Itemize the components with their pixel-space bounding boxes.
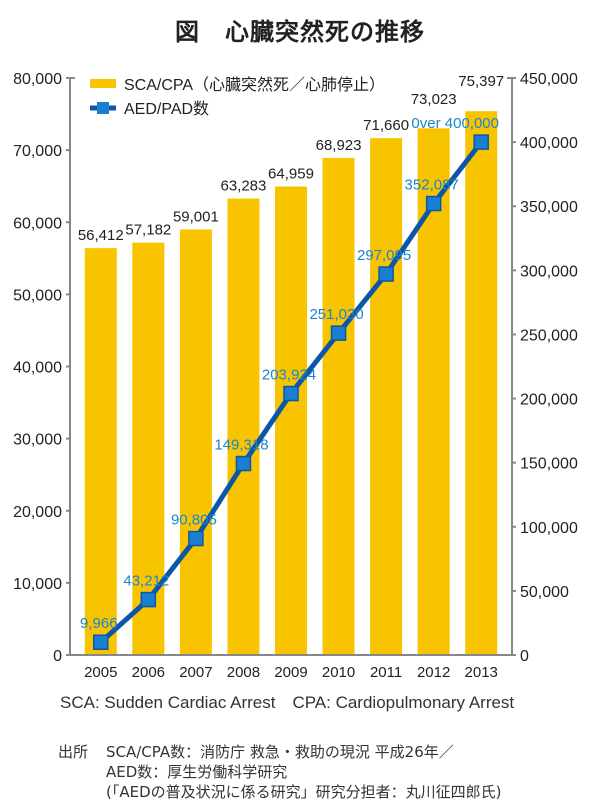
chart-title: 図 心臓突然死の推移 [175,18,425,46]
aed-label: 149,318 [214,437,268,454]
bar-label: 75,397 [458,73,504,90]
source-note: 出所 SCA/CPA数：消防庁 救急・救助の現況 平成26年／ AED数：厚生労… [58,742,502,802]
bar-label: 57,182 [125,222,171,239]
aed-marker-2013 [473,134,489,150]
aed-marker-2005 [93,634,109,650]
aed-label: 9,966 [80,615,118,632]
bar-2007 [179,229,212,655]
left-tick-label: 60,000 [13,215,62,232]
right-tick-label: 100,000 [520,520,578,537]
x-tick-label: 2007 [179,664,212,681]
right-tick-label: 50,000 [520,584,569,601]
aed-marker-2007 [188,530,204,547]
bar-label: 64,959 [268,165,314,182]
bar-label: 71,660 [363,117,409,134]
x-tick-label: 2011 [370,664,402,681]
bar-label: 59,001 [173,208,219,225]
left-tick-label: 10,000 [13,576,62,593]
right-tick-label: 350,000 [520,199,578,216]
right-tick-label: 450,000 [520,71,578,88]
bar-2005 [84,248,117,655]
aed-marker-2009 [283,385,299,402]
aed-label: 43,212 [123,573,169,590]
right-tick-label: 0 [520,648,529,665]
legend-label-sca: SCA/CPA（心臓突然死／心肺停止） [124,76,385,94]
bar-label: 63,283 [220,178,266,195]
aed-label: 251,030 [309,306,363,323]
right-tick-label: 200,000 [520,392,578,409]
abbreviation-note: SCA: Sudden Cardiac Arrest CPA: Cardiopu… [60,693,515,712]
x-tick-label: 2008 [227,664,260,681]
source-line: (「AEDの普及状況に係る研究」研究分担者：丸川征四郎氏) [106,783,502,801]
bar-2008 [227,198,260,656]
chart: 56,412 57,18259,00163,28364,95968,92371,6… [13,71,578,681]
bar-2013 [465,111,498,655]
bar-2009 [275,186,307,655]
bar-2010 [322,157,355,655]
source-line: AED数：厚生労働科学研究 [106,763,288,781]
x-tick-label: 2009 [274,664,307,681]
left-tick-label: 80,000 [13,71,62,88]
aed-label: 90,805 [171,512,217,529]
aed-marker-2010 [330,325,347,341]
right-tick-label: 300,000 [520,263,578,280]
legend-swatch-sca [90,79,116,88]
bar-2011 [370,138,403,656]
bar-label: 73,023 [411,91,457,108]
right-tick-label: 400,000 [520,135,578,152]
x-tick-label: 2010 [322,664,355,681]
x-tick-label: 2013 [465,664,498,681]
source-line: SCA/CPA数：消防庁 救急・救助の現況 平成26年／ [106,743,454,761]
aed-label: 0ver 400,000 [411,115,499,132]
left-tick-label: 0 [53,648,62,665]
x-tick-label: 2006 [132,664,165,681]
bar-label: 56,412 [78,227,124,244]
axes-frame [69,77,513,656]
legend-label-aed: AED/PAD数 [124,100,209,118]
left-tick-label: 50,000 [13,287,62,304]
source-label: 出所 [58,743,89,761]
right-tick-label: 150,000 [520,456,578,473]
aed-marker-2011 [378,266,394,282]
left-tick-label: 40,000 [13,360,62,377]
aed-marker-2006 [140,591,157,608]
x-tick-label: 2012 [417,664,450,681]
bar-label: 68,923 [316,137,362,154]
aed-label: 352,087 [405,177,459,194]
aed-marker-2008 [235,455,252,472]
legend-swatch-aed-marker [97,102,109,114]
right-tick-label: 250,000 [520,327,578,344]
left-tick-label: 20,000 [13,504,62,521]
left-tick-label: 30,000 [13,432,62,449]
aed-label: 297,095 [357,247,411,264]
left-tick-label: 70,000 [13,143,62,160]
x-tick-label: 2005 [84,664,117,681]
aed-label: 203,924 [262,367,316,384]
aed-marker-2012 [425,195,442,212]
